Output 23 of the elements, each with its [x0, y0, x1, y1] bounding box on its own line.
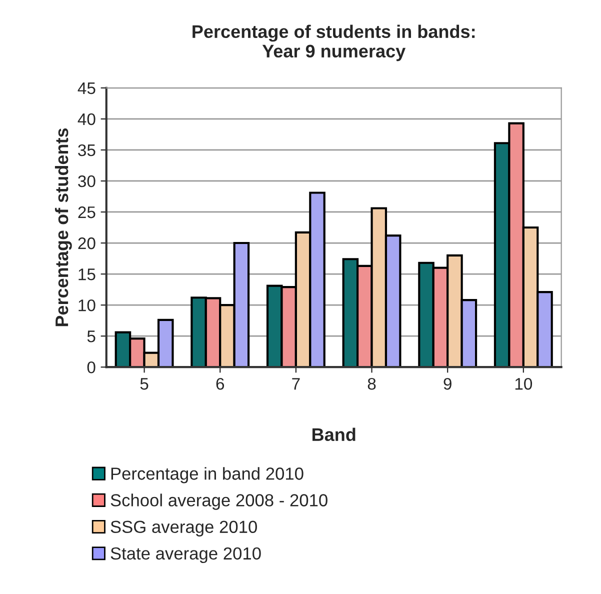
legend-label: SSG average 2010: [110, 520, 257, 536]
x-tick-label: 7: [292, 378, 300, 390]
x-axis-title: Band: [312, 428, 356, 442]
y-tick-label: 0: [87, 361, 96, 374]
y-tick-label: 30: [78, 175, 96, 188]
y-tick-label: 20: [78, 237, 96, 250]
y-tick-label: 10: [78, 299, 96, 312]
y-tick-label: 40: [78, 113, 96, 126]
y-tick-label: 45: [78, 82, 96, 94]
y-tick-label: 35: [78, 144, 96, 156]
y-tick-label: 5: [87, 330, 96, 342]
y-tick-label: 25: [78, 206, 96, 218]
legend-label: Percentage in band 2010: [111, 467, 304, 484]
y-axis-title: Percentage of students: [54, 128, 72, 326]
legend-label: School average 2008 - 2010: [110, 494, 328, 510]
x-tick-label: 5: [140, 378, 148, 390]
y-tick-label: 15: [78, 268, 96, 280]
x-tick-label: 9: [444, 378, 452, 390]
legend-label: State average 2010: [110, 547, 261, 564]
x-tick-label: 8: [368, 378, 376, 390]
x-tick-label: 10: [515, 378, 532, 390]
x-tick-label: 6: [216, 378, 224, 390]
chart-title: Percentage of students in bands: Year 9 numeracy: [192, 24, 475, 62]
